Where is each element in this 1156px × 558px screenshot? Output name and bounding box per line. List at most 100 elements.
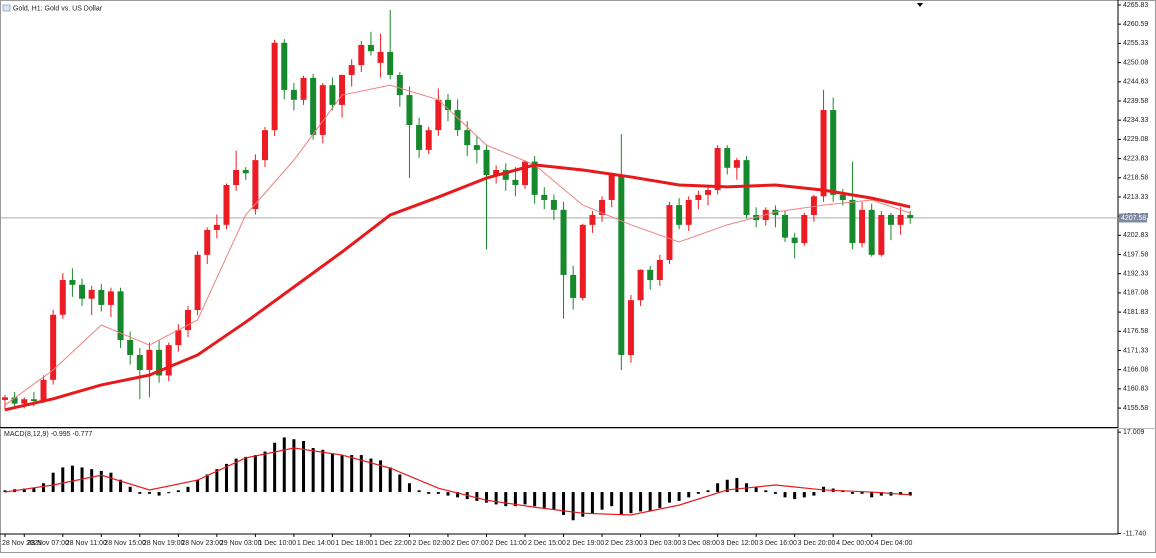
macd-bar [485, 492, 488, 503]
macd-bar [793, 492, 797, 500]
candle-body [271, 42, 278, 131]
y-tick-label: 4265.83 [1123, 2, 1148, 9]
candle-body [11, 397, 18, 404]
y-tick-label: 4176.58 [1123, 328, 1148, 335]
macd-bar [870, 492, 874, 498]
y-tick-label: 4250.08 [1123, 59, 1148, 66]
x-tick-label: 3 Dec 16:00 [759, 540, 797, 547]
macd-bar [494, 492, 498, 505]
chart-title: Gold, H1: Gold vs. US Dollar [13, 5, 103, 12]
macd-bar [407, 483, 411, 493]
candle-body [878, 214, 885, 255]
candle-body [531, 161, 538, 195]
x-tick-label: 29 Nov 03:00 [220, 540, 262, 547]
macd-bar [590, 492, 594, 514]
y-tick-label: 4202.83 [1123, 232, 1148, 239]
macd-bar [850, 492, 854, 494]
candle-body [233, 169, 240, 185]
candle-body [319, 85, 326, 135]
candle-body [801, 214, 808, 244]
macd-bar [667, 492, 671, 503]
macd-bar [696, 492, 700, 494]
candle-body [618, 175, 625, 355]
candle-body [50, 314, 57, 380]
macd-bar [80, 467, 84, 493]
macd-bar [610, 492, 614, 507]
candle-body [483, 149, 490, 176]
macd-bar [542, 492, 546, 508]
macd-bar [427, 492, 431, 494]
x-tick-label: 2 Dec 15:00 [528, 540, 566, 547]
x-tick-label: 28 Nov 23:00 [181, 540, 223, 547]
candle-body [79, 284, 86, 299]
candle-body [695, 194, 702, 200]
macd-bar [860, 492, 864, 494]
macd-bar [61, 467, 65, 493]
macd-bar [263, 451, 267, 493]
macd-y-tick-label: 17.009 [1123, 429, 1145, 436]
macd-bar [600, 492, 604, 510]
macd-bar [32, 487, 36, 493]
macd-bar [504, 492, 508, 507]
candle-body [782, 214, 789, 238]
candle-body [204, 229, 211, 255]
candle-body [300, 77, 307, 100]
candle-body [242, 169, 249, 174]
y-tick-label: 4223.83 [1123, 155, 1148, 162]
x-tick-label: 28 Nov 11:00 [66, 540, 107, 547]
macd-bar [456, 492, 460, 498]
y-tick-label: 4234.33 [1123, 117, 1148, 124]
candle-body [599, 199, 606, 215]
candle-body [310, 77, 317, 135]
candle-body [416, 125, 423, 150]
candle-body [685, 199, 692, 225]
candle-body [579, 224, 586, 298]
macd-bar [658, 492, 662, 508]
x-tick-label: 1 Dec 18:00 [335, 540, 373, 547]
y-tick-label: 4218.58 [1123, 175, 1148, 182]
candle-body [647, 269, 654, 281]
macd-bar [128, 486, 132, 493]
macd-bar [157, 492, 161, 496]
candle-body [69, 280, 76, 285]
macd-bar [513, 492, 517, 507]
candle-body [59, 280, 66, 315]
x-tick-label: 2 Dec 23:00 [605, 540, 643, 547]
macd-bar [639, 492, 643, 512]
candle-body [252, 160, 259, 210]
macd-bar [417, 490, 421, 493]
macd-bar [215, 469, 219, 493]
candle-body [136, 354, 143, 370]
candle-body [589, 214, 596, 225]
macd-bar [253, 455, 257, 493]
y-tick-label: 4192.33 [1123, 271, 1148, 278]
y-tick-label: 4229.08 [1123, 136, 1148, 143]
candle-body [117, 291, 124, 340]
macd-bar [899, 492, 903, 495]
macd-bar [311, 448, 315, 493]
candle-body [425, 130, 432, 150]
candle-body [98, 289, 105, 305]
macd-bar [648, 492, 652, 512]
candle-body [156, 349, 163, 376]
moving-average [4, 84, 911, 406]
candle-body [213, 224, 220, 230]
x-tick-label: 2 Dec 19:00 [567, 540, 605, 547]
candle-body [733, 160, 740, 168]
candle-body [358, 44, 365, 66]
candle-body [387, 51, 394, 75]
candle-body [656, 259, 663, 281]
macd-bar [234, 458, 238, 493]
candle-body [396, 74, 403, 96]
candle-body [107, 291, 114, 305]
candle-body [454, 110, 461, 131]
candle-body [907, 214, 914, 218]
macd-bar [340, 455, 344, 493]
macd-bar [773, 492, 777, 494]
macd-bar [687, 492, 691, 498]
macd-signal [4, 447, 911, 516]
x-tick-label: 4 Dec 04:00 [875, 540, 913, 547]
y-tick-label: 4160.83 [1123, 386, 1148, 393]
